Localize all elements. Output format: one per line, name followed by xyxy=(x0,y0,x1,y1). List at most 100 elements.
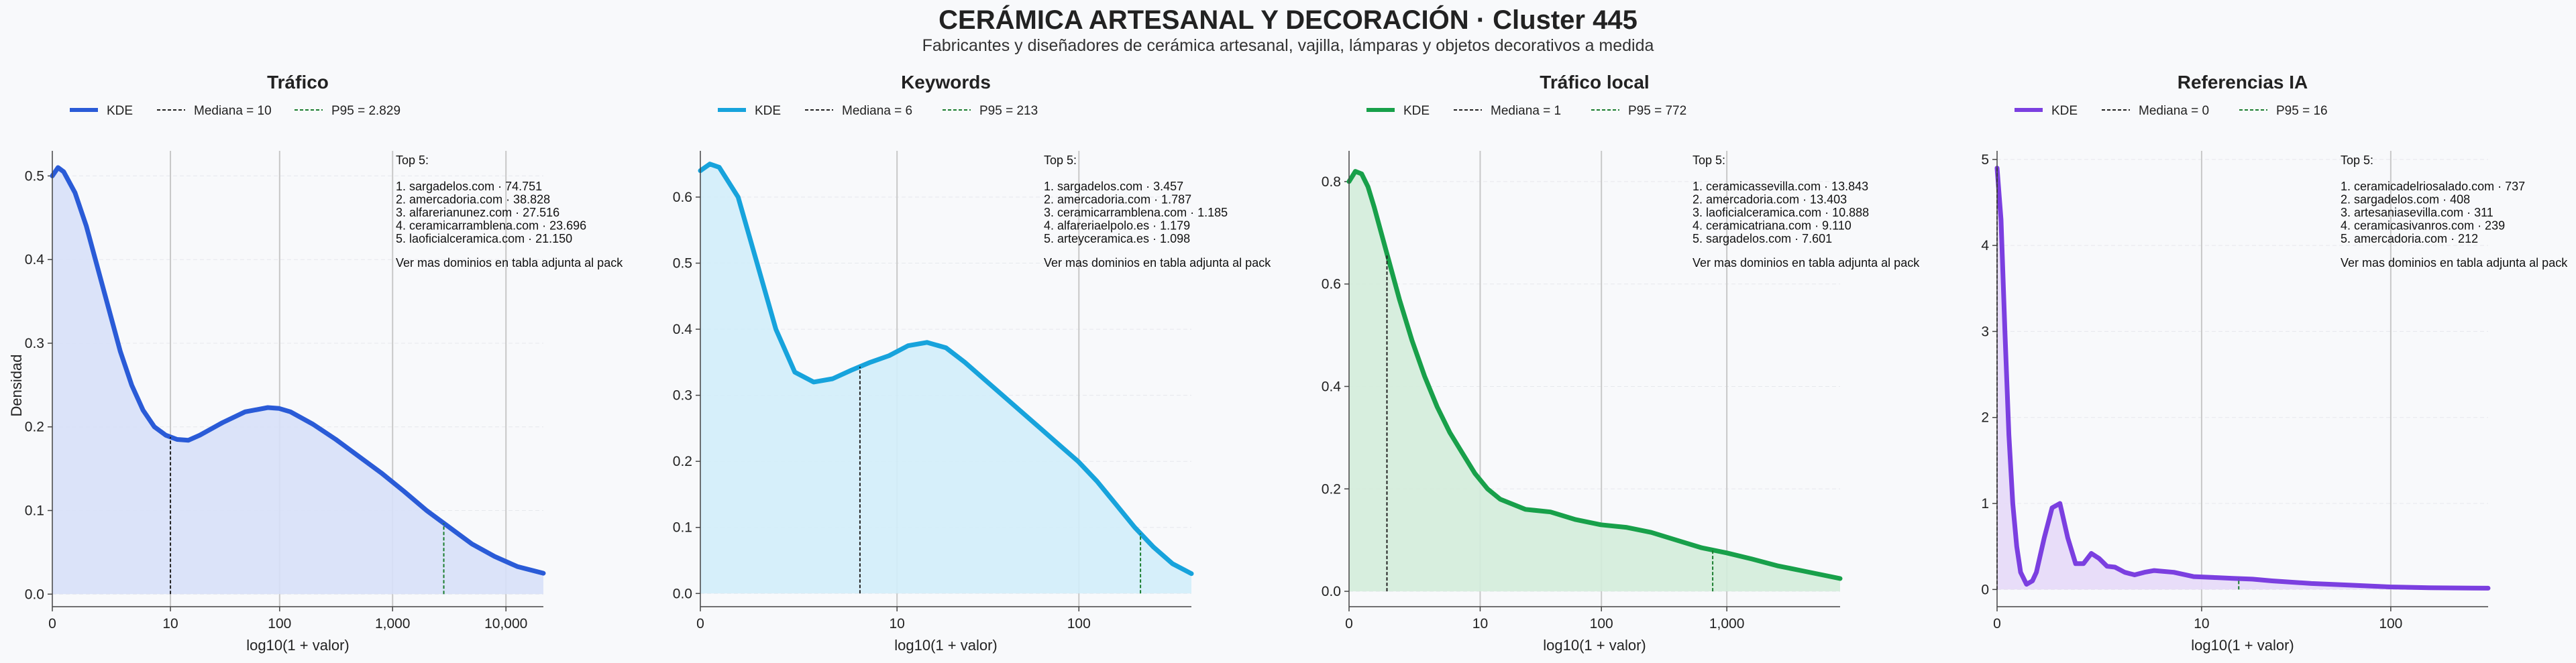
page-subtitle: Fabricantes y diseñadores de cerámica ar… xyxy=(922,36,1654,55)
y-tick-label: 0.3 xyxy=(673,388,692,404)
kde-curve xyxy=(50,165,546,576)
x-tick-label: 0 xyxy=(1345,616,1353,631)
legend-kde-label: KDE xyxy=(2051,104,2078,118)
top5-footer: Ver mas dominios en tabla adjunta al pac… xyxy=(1044,256,1271,269)
y-tick-label: 0.3 xyxy=(25,336,44,351)
legend-kde-label: KDE xyxy=(1403,104,1430,118)
chart-panel-2: Keywords KDE Mediana = 6 P95 = 213 0.0 0.1 0.2… xyxy=(673,72,1271,654)
y-tick-label: 5 xyxy=(1981,152,1989,168)
legend-p95-label: P95 = 16 xyxy=(2276,104,2328,118)
y-tick-label: 0.4 xyxy=(673,322,693,337)
top5-item: 1. sargadelos.com · 74.751 xyxy=(396,180,542,193)
kde-area xyxy=(1997,168,2488,590)
y-tick-label: 0.1 xyxy=(673,520,692,536)
top5-item: 4. ceramicarramblena.com · 23.696 xyxy=(396,219,586,233)
y-tick-label: 0.6 xyxy=(673,190,692,205)
y-tick-label: 3 xyxy=(1981,324,1989,339)
x-tick-label: 1,000 xyxy=(1709,616,1745,631)
y-tick-label: 0.0 xyxy=(1322,584,1341,599)
y-tick-label: 0.4 xyxy=(25,252,45,267)
x-tick-label: 0 xyxy=(48,616,56,631)
top5-item: 4. ceramicasivanros.com · 239 xyxy=(2341,219,2505,233)
top5-item: 3. artesaniasevilla.com · 311 xyxy=(2341,206,2493,219)
top5-item: 2. amercadoria.com · 38.828 xyxy=(396,193,550,206)
y-tick-label: 2 xyxy=(1981,410,1989,426)
y-tick-label: 0.0 xyxy=(673,586,692,601)
kde-curve xyxy=(1346,169,1843,581)
top5-item: 4. ceramicatriana.com · 9.110 xyxy=(1693,219,1851,233)
top5-item: 5. sargadelos.com · 7.601 xyxy=(1693,232,1832,245)
kde-area xyxy=(1349,171,1840,592)
top5-header: Top 5: xyxy=(396,154,429,167)
y-tick-label: 0.4 xyxy=(1322,379,1342,394)
top5-item: 5. amercadoria.com · 212 xyxy=(2341,232,2478,245)
page-title: CERÁMICA ARTESANAL Y DECORACIÓN · Cluste… xyxy=(938,5,1638,35)
x-tick-label: 10 xyxy=(162,616,178,631)
y-tick-label: 0.2 xyxy=(1322,481,1341,497)
legend-median-label: Mediana = 1 xyxy=(1491,104,1561,118)
y-tick-label: 1 xyxy=(1981,496,1989,511)
top5-item: 2. amercadoria.com · 13.403 xyxy=(1693,193,1847,206)
legend-kde-label: KDE xyxy=(755,104,781,118)
kde-curve xyxy=(1994,166,2491,591)
top5-item: 1. ceramicadelriosalado.com · 737 xyxy=(2341,180,2525,193)
legend-kde-label: KDE xyxy=(107,104,133,118)
y-tick-label: 0.6 xyxy=(1322,277,1341,292)
y-tick-label: 0.8 xyxy=(1322,174,1341,190)
y-tick-label: 0.1 xyxy=(25,503,44,519)
y-tick-label: 0.5 xyxy=(673,256,692,272)
x-tick-label: 0 xyxy=(696,616,704,631)
y-tick-label: 0.2 xyxy=(25,420,44,435)
x-tick-label: 10 xyxy=(1472,616,1488,631)
legend-p95-label: P95 = 213 xyxy=(979,104,1038,118)
chart-panel-4: Referencias IA KDE Mediana = 0 P95 = 16 0 1 2 3… xyxy=(1981,72,2568,654)
legend-median-label: Mediana = 6 xyxy=(842,104,912,118)
legend-p95-label: P95 = 772 xyxy=(1628,104,1686,118)
top5-item: 1. ceramicassevilla.com · 13.843 xyxy=(1693,180,1868,193)
x-tick-label: 10 xyxy=(890,616,905,631)
top5-item: 1. sargadelos.com · 3.457 xyxy=(1044,180,1183,193)
y-tick-label: 0.0 xyxy=(25,587,44,602)
top5-header: Top 5: xyxy=(1044,154,1077,167)
top5-item: 3. alfarerianunez.com · 27.516 xyxy=(396,206,559,219)
x-tick-label: 100 xyxy=(268,616,291,631)
panel-title: Referencias IA xyxy=(2178,72,2308,93)
legend-median-label: Mediana = 0 xyxy=(2139,104,2209,118)
y-tick-label: 0.2 xyxy=(673,454,692,469)
top5-item: 2. amercadoria.com · 1.787 xyxy=(1044,193,1191,206)
panel-title: Tráfico local xyxy=(1540,72,1649,93)
top5-footer: Ver mas dominios en tabla adjunta al pac… xyxy=(2341,256,2568,269)
x-tick-label: 10 xyxy=(2194,616,2209,631)
legend-median-label: Mediana = 10 xyxy=(194,104,272,118)
top5-header: Top 5: xyxy=(2341,154,2373,167)
panel-title: Tráfico xyxy=(267,72,329,93)
top5-header: Top 5: xyxy=(1693,154,1725,167)
x-tick-label: 10,000 xyxy=(484,616,527,631)
x-axis-label: log10(1 + valor) xyxy=(246,637,349,654)
y-tick-label: 0 xyxy=(1981,582,1989,597)
x-tick-label: 100 xyxy=(1590,616,1613,631)
chart-panel-1: Tráfico KDE Mediana = 10 P95 = 2.829 0.0 0.1 0… xyxy=(25,72,623,654)
x-tick-label: 0 xyxy=(1993,616,2001,631)
top5-item: 3. ceramicarramblena.com · 1.185 xyxy=(1044,206,1228,219)
kde-area xyxy=(700,164,1191,594)
top5-item: 3. laoficialceramica.com · 10.888 xyxy=(1693,206,1869,219)
x-axis-label: log10(1 + valor) xyxy=(1543,637,1646,654)
panel-title: Keywords xyxy=(901,72,991,93)
kde-curve xyxy=(698,162,1194,577)
top5-footer: Ver mas dominios en tabla adjunta al pac… xyxy=(396,256,623,269)
top5-item: 5. arteyceramica.es · 1.098 xyxy=(1044,232,1190,245)
x-tick-label: 100 xyxy=(2379,616,2402,631)
x-tick-label: 1,000 xyxy=(375,616,411,631)
x-axis-label: log10(1 + valor) xyxy=(894,637,997,654)
top5-item: 4. alfareriaelpolo.es · 1.179 xyxy=(1044,219,1190,233)
top5-footer: Ver mas dominios en tabla adjunta al pac… xyxy=(1693,256,1920,269)
chart-panel-3: Tráfico local KDE Mediana = 1 P95 = 772 0.0 0… xyxy=(1322,72,1920,654)
y-tick-label: 4 xyxy=(1981,238,1989,253)
x-axis-label: log10(1 + valor) xyxy=(2191,637,2294,654)
top5-item: 2. sargadelos.com · 408 xyxy=(2341,193,2470,206)
y-axis-label: Densidad xyxy=(8,355,25,417)
top5-item: 5. laoficialceramica.com · 21.150 xyxy=(396,232,572,245)
legend-p95-label: P95 = 2.829 xyxy=(331,104,400,118)
